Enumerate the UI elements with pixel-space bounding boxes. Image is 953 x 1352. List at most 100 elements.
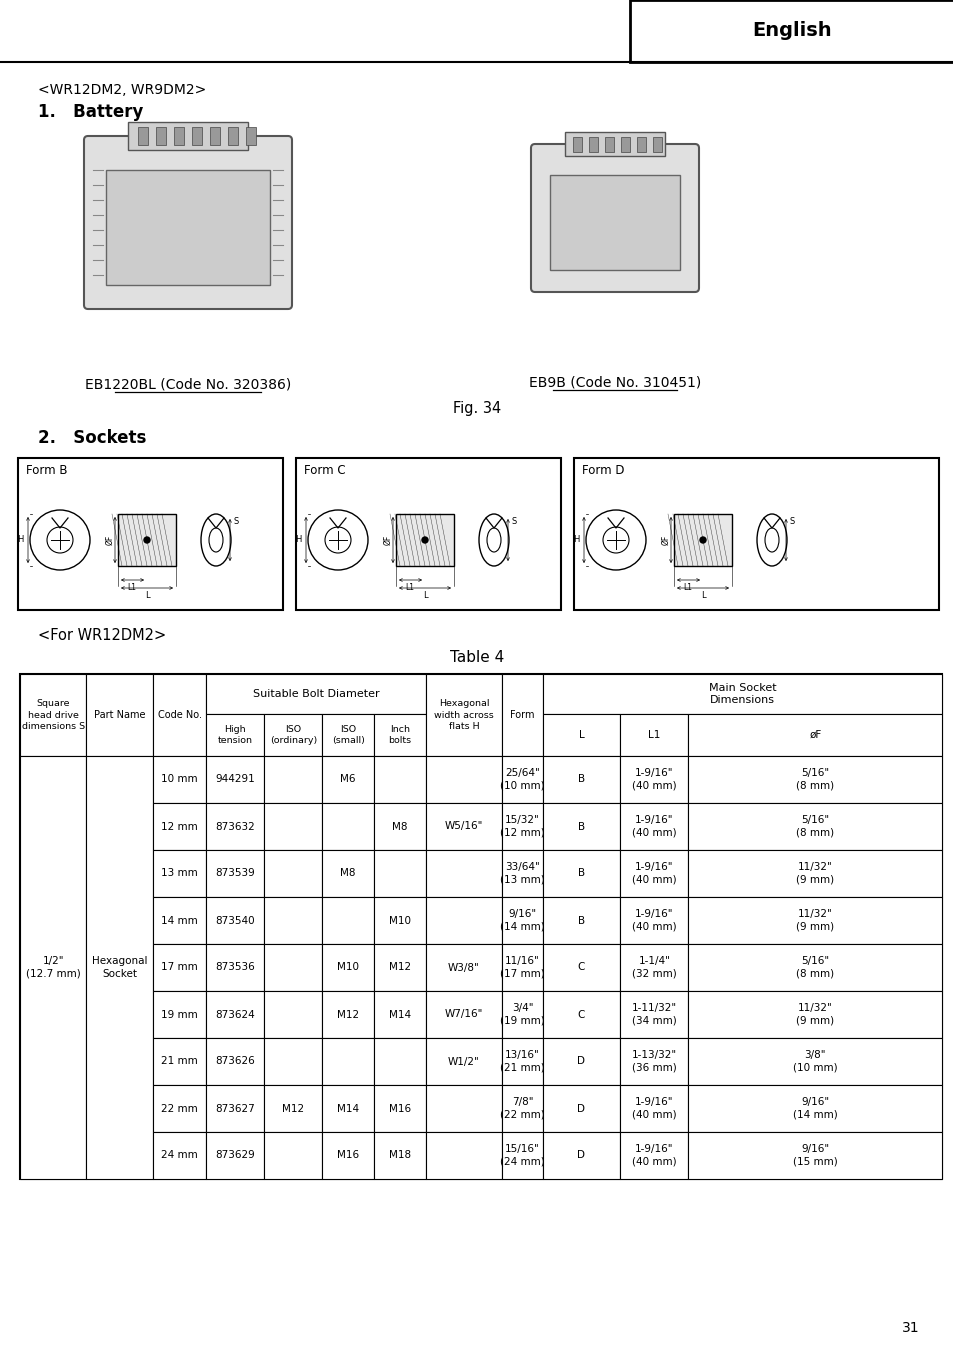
Text: High
tension: High tension bbox=[217, 725, 253, 745]
Text: EB9B (Code No. 310451): EB9B (Code No. 310451) bbox=[528, 376, 700, 389]
Text: 9/16"
(14 mm): 9/16" (14 mm) bbox=[499, 910, 544, 932]
Bar bbox=[542, 944, 619, 991]
Bar bbox=[688, 896, 941, 944]
Bar bbox=[264, 714, 322, 756]
Bar bbox=[206, 850, 264, 896]
Bar bbox=[264, 1038, 322, 1086]
Bar bbox=[322, 1038, 374, 1086]
Text: Main Socket
Dimensions: Main Socket Dimensions bbox=[708, 683, 776, 706]
Text: 1-13/32"
(36 mm): 1-13/32" (36 mm) bbox=[631, 1051, 677, 1072]
Text: 944291: 944291 bbox=[215, 775, 254, 784]
Text: Form: Form bbox=[510, 710, 535, 721]
Bar bbox=[20, 756, 87, 1179]
Bar bbox=[501, 756, 542, 803]
Bar bbox=[542, 1038, 619, 1086]
Text: W7/16": W7/16" bbox=[444, 1010, 482, 1019]
Text: 7/8"
(22 mm): 7/8" (22 mm) bbox=[499, 1098, 544, 1119]
Text: EB1220BL (Code No. 320386): EB1220BL (Code No. 320386) bbox=[85, 379, 291, 392]
Text: Table 4: Table 4 bbox=[450, 650, 503, 665]
Bar bbox=[542, 714, 619, 756]
Text: 24 mm: 24 mm bbox=[161, 1151, 197, 1160]
Bar bbox=[542, 1086, 619, 1132]
Text: 873539: 873539 bbox=[215, 868, 254, 879]
Bar bbox=[501, 1038, 542, 1086]
Bar bbox=[18, 458, 283, 610]
Bar bbox=[688, 944, 941, 991]
Text: 1-9/16"
(40 mm): 1-9/16" (40 mm) bbox=[631, 768, 676, 791]
Bar bbox=[322, 896, 374, 944]
Text: M16: M16 bbox=[389, 1103, 411, 1114]
Text: L: L bbox=[700, 592, 704, 600]
Bar bbox=[688, 850, 941, 896]
Bar bbox=[264, 991, 322, 1038]
Text: 1-1/4"
(32 mm): 1-1/4" (32 mm) bbox=[631, 956, 676, 979]
Bar bbox=[501, 850, 542, 896]
Text: 873536: 873536 bbox=[215, 963, 254, 972]
Text: L1: L1 bbox=[682, 583, 692, 592]
Bar bbox=[206, 675, 425, 714]
FancyBboxPatch shape bbox=[84, 137, 292, 310]
Text: 15/32"
(12 mm): 15/32" (12 mm) bbox=[499, 815, 544, 838]
Bar bbox=[542, 756, 619, 803]
Bar bbox=[425, 944, 501, 991]
Text: M12: M12 bbox=[389, 963, 411, 972]
Bar bbox=[156, 127, 166, 145]
Bar bbox=[264, 1132, 322, 1179]
Text: 33/64"
(13 mm): 33/64" (13 mm) bbox=[499, 863, 544, 884]
Bar bbox=[619, 850, 688, 896]
Bar bbox=[246, 127, 255, 145]
Text: <WR12DM2, WR9DM2>: <WR12DM2, WR9DM2> bbox=[38, 82, 206, 97]
Text: 1-11/32"
(34 mm): 1-11/32" (34 mm) bbox=[631, 1003, 677, 1026]
Text: 21 mm: 21 mm bbox=[161, 1056, 197, 1067]
Text: 2.   Sockets: 2. Sockets bbox=[38, 429, 146, 448]
Bar bbox=[264, 756, 322, 803]
Bar bbox=[652, 137, 661, 151]
Text: 22 mm: 22 mm bbox=[161, 1103, 197, 1114]
Text: M10: M10 bbox=[336, 963, 359, 972]
Text: S: S bbox=[233, 518, 238, 526]
Text: Part Name: Part Name bbox=[93, 710, 145, 721]
Text: 873632: 873632 bbox=[215, 822, 254, 831]
Text: Hexagonal
width across
flats H: Hexagonal width across flats H bbox=[434, 699, 494, 730]
Text: 873627: 873627 bbox=[215, 1103, 254, 1114]
Text: <For WR12DM2>: <For WR12DM2> bbox=[38, 627, 166, 642]
Bar bbox=[619, 1132, 688, 1179]
Bar bbox=[501, 1086, 542, 1132]
Bar bbox=[374, 1038, 425, 1086]
Text: 5/16"
(8 mm): 5/16" (8 mm) bbox=[796, 815, 834, 838]
Bar bbox=[228, 127, 237, 145]
Bar bbox=[152, 1038, 206, 1086]
Text: S: S bbox=[511, 518, 517, 526]
Bar bbox=[604, 137, 614, 151]
Text: 873624: 873624 bbox=[215, 1010, 254, 1019]
Bar bbox=[210, 127, 220, 145]
Text: Form B: Form B bbox=[26, 464, 68, 476]
Bar bbox=[264, 803, 322, 850]
Bar bbox=[501, 803, 542, 850]
Text: H: H bbox=[294, 535, 301, 545]
Text: 873540: 873540 bbox=[215, 915, 254, 926]
Bar bbox=[152, 1086, 206, 1132]
Text: W1/2": W1/2" bbox=[448, 1056, 479, 1067]
Bar bbox=[173, 127, 184, 145]
Bar bbox=[152, 944, 206, 991]
Text: 15/16"
(24 mm): 15/16" (24 mm) bbox=[499, 1144, 544, 1167]
Bar bbox=[322, 714, 374, 756]
Text: L1: L1 bbox=[128, 583, 136, 592]
Bar bbox=[206, 803, 264, 850]
Bar bbox=[542, 850, 619, 896]
Text: D: D bbox=[577, 1056, 585, 1067]
Bar bbox=[152, 1132, 206, 1179]
Text: Form C: Form C bbox=[304, 464, 345, 476]
Bar bbox=[264, 850, 322, 896]
Text: L1: L1 bbox=[647, 730, 659, 740]
Bar bbox=[501, 1132, 542, 1179]
Bar bbox=[573, 137, 581, 151]
Bar bbox=[152, 850, 206, 896]
Bar bbox=[374, 1086, 425, 1132]
Text: ØF: ØF bbox=[660, 535, 670, 545]
Text: 3/4"
(19 mm): 3/4" (19 mm) bbox=[499, 1003, 544, 1026]
Bar bbox=[501, 991, 542, 1038]
Bar bbox=[206, 714, 264, 756]
Bar bbox=[550, 174, 679, 270]
